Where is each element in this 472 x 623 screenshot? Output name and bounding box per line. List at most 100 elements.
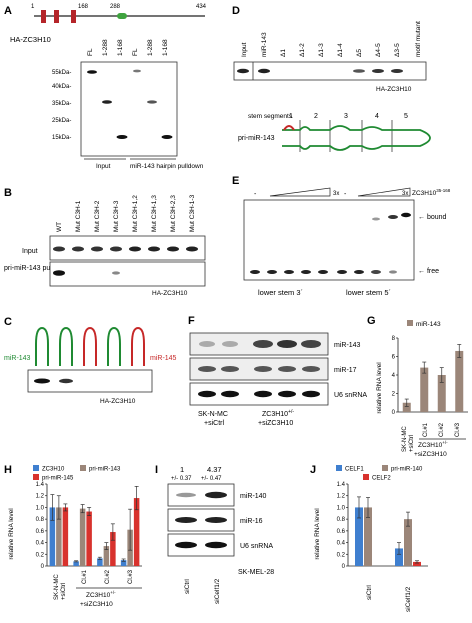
y-tick-label: 1.2 [36, 494, 45, 500]
y-tick-label: 0.2 [36, 552, 45, 558]
bar-pri-miR-145-2 [110, 532, 116, 566]
i-lane-2: siCelf1/2 [214, 578, 221, 604]
y-tick-label: 1.4 [337, 482, 346, 488]
g-bars [402, 344, 464, 412]
bar-pri-miR-145-1 [86, 511, 92, 566]
bar-ZC3H10-0 [49, 507, 56, 566]
h-ylabel: relative RNA level [8, 508, 15, 560]
lane-a-5: 1-288 [147, 39, 154, 56]
h-cat-1b: +siCtrl [61, 583, 67, 600]
bound-label: ← bound [418, 214, 447, 221]
j-legend-label-1: CELF1 [345, 467, 364, 473]
i-row-1: miR-140 [240, 493, 267, 500]
panel-a-markers: 55kDa- 40kDa- 35kDa- 25kDa- 15kDa- [52, 70, 71, 141]
j-legend-label-3: CELF2 [372, 476, 391, 482]
y-tick-label: 1.0 [337, 505, 346, 511]
y-tick-label: 0.8 [36, 517, 45, 523]
y-tick-label: 0 [41, 564, 45, 570]
lane-a-4: FL [132, 48, 139, 56]
blot-d [233, 61, 427, 81]
i-row-3: U6 snRNA [240, 543, 273, 550]
j-bars [355, 496, 421, 566]
lane-b-2: Mut C3H-1 [75, 200, 82, 232]
panel-h-letter: H [4, 464, 12, 476]
hairpin-4 [107, 326, 121, 366]
i-value-1: 1 [180, 465, 184, 474]
bar-miR-143-1 [420, 367, 429, 412]
y-tick-label: 8 [392, 336, 396, 342]
g-axis: 0 2 4 6 8 [392, 336, 468, 416]
y-tick-label: 4 [392, 373, 396, 379]
gradient-1 [269, 187, 331, 197]
g-cat-1b: +siCtrl [409, 435, 415, 452]
j-legend-label-2: pri-miR-140 [391, 467, 423, 473]
marker-25: 25kDa- [52, 118, 71, 124]
panel-e-letter: E [232, 175, 239, 187]
segment-2: 2 [314, 113, 318, 120]
lane-b-5: Mut C3H-1,2 [132, 195, 139, 232]
rna-label: pri-miR-143 [238, 135, 275, 142]
bar-miR-143-3 [455, 350, 464, 412]
lane-b-3: Mut C3H-2 [94, 200, 101, 232]
bar-pri-miR-140-0 [364, 507, 372, 566]
y-tick-label: 0 [342, 564, 346, 570]
marker-35: 35kDa- [52, 101, 71, 107]
bar-ZC3H10-2 [97, 558, 103, 566]
stem-title: stem segments [248, 113, 293, 120]
j-legend-swatch-2 [382, 465, 388, 471]
lane-d-3: Δ1 [280, 49, 287, 57]
lane-a-1: FL [87, 48, 94, 56]
znf-domain-2 [54, 10, 59, 23]
hairpin-5 [131, 326, 145, 366]
stem-segment-numbers: 1 2 3 4 5 [289, 113, 408, 120]
i-err-2: +/- 0.47 [201, 476, 222, 482]
f-cond1-a: SK-N-MC [198, 411, 228, 418]
j-cat-1: siCtrl [366, 585, 373, 600]
znf-domain-3 [71, 10, 76, 23]
lane-d-7: Δ5 [356, 49, 363, 57]
tick-168: 168 [78, 4, 89, 10]
f-row-2: miR-17 [334, 367, 357, 374]
gel-e-bands [250, 212, 411, 274]
marker-15: 15kDa- [52, 135, 71, 141]
y-tick-label: 0.4 [337, 541, 346, 547]
panel-d-protein: HA-ZC3H10 [376, 86, 412, 93]
y-tick-label: 0.6 [36, 529, 45, 535]
blot-f-u6-bands [198, 390, 320, 398]
h-cat-2: Cl.#1 [82, 569, 88, 584]
i-value-2: 4.37 [207, 465, 222, 474]
g-cat-4: Cl.#3 [455, 422, 461, 437]
blot-d-bands [237, 68, 403, 74]
blot-i-mir16-bands [175, 517, 227, 523]
f-cond1-b: +siCtrl [204, 420, 224, 427]
pri-mir-143-structure [282, 125, 431, 151]
blot-i-u6-bands [175, 541, 227, 549]
group-input: Input [96, 163, 111, 170]
bar-ZC3H10-1 [73, 561, 79, 566]
i-row-2: miR-16 [240, 518, 263, 525]
panel-a-letter: A [4, 5, 12, 17]
g-group-b: +siZC3H10 [414, 451, 447, 458]
segment-1: 1 [289, 113, 293, 120]
lane-b-7: Mut C3H-2,3 [170, 195, 177, 232]
h-cat-4: Cl.#3 [128, 569, 134, 584]
f-row-3: U6 snRNA [334, 392, 367, 399]
lane-b-6: Mut C3H-1,3 [151, 195, 158, 232]
h-legend-swatch-2 [80, 465, 86, 471]
gradient-1-label: 3x [333, 191, 339, 197]
lane-d-1: Input [241, 42, 248, 57]
lane-d-8: Δ4-5 [375, 43, 382, 57]
hairpin-3 [83, 326, 97, 366]
panel-f-letter: F [188, 315, 195, 327]
i-lane-1: siCtrl [184, 579, 191, 594]
e-dash-1: - [254, 191, 257, 198]
y-tick-label: 1.0 [36, 505, 45, 511]
lane-a-2: 1-288 [102, 39, 109, 56]
segment-3: 3 [344, 113, 348, 120]
y-tick-label: 1.4 [36, 482, 45, 488]
panel-b-lanes: WT Mut C3H-1 Mut C3H-2 Mut C3H-3 Mut C3H… [56, 194, 196, 232]
blot-b-input-bands [53, 246, 198, 252]
lane-d-9: Δ3-5 [394, 43, 401, 57]
i-err-1: +/- 0.37 [171, 476, 192, 482]
j-axis: 0 0.2 0.4 0.6 0.8 1.0 1.2 1.4 [337, 482, 428, 570]
